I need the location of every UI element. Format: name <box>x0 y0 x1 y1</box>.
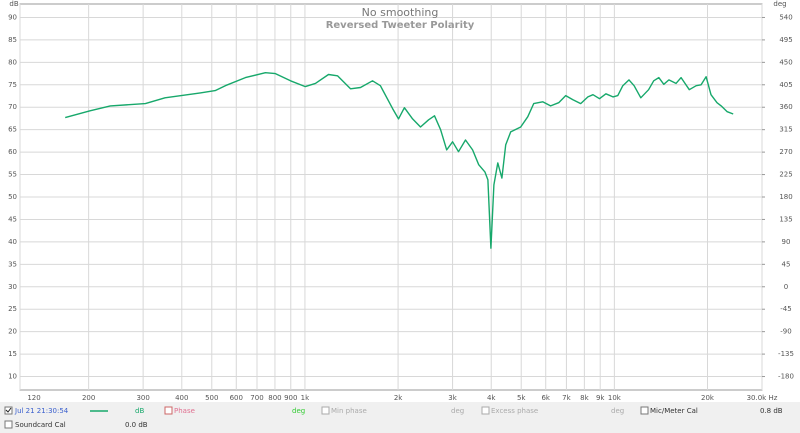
x-tick-label: 20k <box>701 394 715 402</box>
soundcard-cal-value: 0.0 dB <box>125 421 148 429</box>
y2-tick-label: 225 <box>779 171 792 179</box>
min-phase-unit: deg <box>451 407 464 415</box>
legend-label[interactable]: Jul 21 21:30:54 <box>14 407 69 415</box>
y2-tick-label: -180 <box>778 373 794 381</box>
y-tick-label: 25 <box>8 305 17 313</box>
check-mark <box>5 407 12 413</box>
checkbox[interactable] <box>481 406 490 415</box>
y2-tick-label: 180 <box>779 193 792 201</box>
x-tick-label: 5k <box>517 394 526 402</box>
x-tick-label: 2k <box>394 394 403 402</box>
x-tick-label: 10k <box>608 394 622 402</box>
x-tick-label: 600 <box>230 394 243 402</box>
y2-tick-label: 90 <box>782 238 791 246</box>
excess-phase-unit: deg <box>611 407 624 415</box>
x-tick-label: 1k <box>301 394 310 402</box>
y-tick-label: 85 <box>8 36 17 44</box>
y2-tick-label: 450 <box>779 58 792 66</box>
checkbox[interactable] <box>4 420 13 429</box>
x-tick-label: 400 <box>175 394 188 402</box>
y-tick-label: 15 <box>8 350 17 358</box>
y-axis-label: dB <box>9 0 18 8</box>
y-tick-label: 35 <box>8 260 17 268</box>
checkbox[interactable] <box>321 406 330 415</box>
x-tick-label: 30.0k Hz <box>747 394 778 402</box>
y2-tick-label: 135 <box>779 215 792 223</box>
y-tick-label: 10 <box>8 373 17 381</box>
x-tick-label: 9k <box>596 394 605 402</box>
y-tick-label: 65 <box>8 126 17 134</box>
panel-bg <box>0 402 800 433</box>
y2-tick-label: 0 <box>784 283 788 291</box>
y2-tick-label: 540 <box>779 13 792 21</box>
x-tick-label: 700 <box>250 394 263 402</box>
y-tick-label: 90 <box>8 13 17 21</box>
y2-tick-label: -135 <box>778 350 794 358</box>
x-tick-label: 120 <box>27 394 40 402</box>
lines <box>65 72 734 249</box>
y-tick-label: 40 <box>8 238 17 246</box>
y-tick-label: 60 <box>8 148 17 156</box>
checkbox[interactable] <box>640 406 649 415</box>
y2-tick-label: 360 <box>779 103 792 111</box>
y2-tick-label: 45 <box>782 260 791 268</box>
y-tick-label: 50 <box>8 193 17 201</box>
grid <box>19 4 763 390</box>
min-phase-label[interactable]: Min phase <box>331 407 367 415</box>
chart-subtitle: Reversed Tweeter Polarity <box>326 20 475 31</box>
checkbox[interactable] <box>4 406 13 415</box>
legend-unit: dB <box>135 407 144 415</box>
y2-tick-label: 405 <box>779 81 792 89</box>
y-tick-label: 45 <box>8 215 17 223</box>
phase-unit: deg <box>292 407 305 415</box>
x-tick-label: 7k <box>562 394 571 402</box>
chart-title: No smoothing <box>362 6 439 19</box>
x-tick-label: 200 <box>82 394 95 402</box>
y-tick-label: 80 <box>8 58 17 66</box>
phase-label[interactable]: Phase <box>174 407 195 415</box>
y2-tick-label: 495 <box>779 36 792 44</box>
x-tick-label: 3k <box>448 394 457 402</box>
y-tick-label: 75 <box>8 81 17 89</box>
x-tick-label: 4k <box>487 394 496 402</box>
y2-axis-label: deg <box>773 0 786 8</box>
x-tick-label: 500 <box>205 394 218 402</box>
y2-tick-label: -90 <box>780 328 791 336</box>
y-tick-label: 30 <box>8 283 17 291</box>
excess-phase-label[interactable]: Excess phase <box>491 407 538 415</box>
mic-cal-value: 0.8 dB <box>760 407 783 415</box>
y-tick-label: 70 <box>8 103 17 111</box>
y2-tick-label: -45 <box>780 305 791 313</box>
soundcard-cal-label[interactable]: Soundcard Cal <box>15 421 66 429</box>
y-tick-label: 20 <box>8 328 17 336</box>
y2-tick-label: 270 <box>779 148 792 156</box>
x-tick-label: 6k <box>541 394 550 402</box>
x-tick-label: 900 <box>284 394 297 402</box>
y-tick-label: 55 <box>8 171 17 179</box>
y2-tick-label: 315 <box>779 126 792 134</box>
x-tick-label: 8k <box>580 394 589 402</box>
checkbox[interactable] <box>164 406 173 415</box>
mic-cal-label[interactable]: Mic/Meter Cal <box>650 407 698 415</box>
legend-panel: Jul 21 21:30:54 dB Phase deg Min phase d… <box>0 402 800 433</box>
x-tick-label: 800 <box>268 394 281 402</box>
series-line <box>65 72 734 249</box>
x-tick-label: 300 <box>136 394 149 402</box>
